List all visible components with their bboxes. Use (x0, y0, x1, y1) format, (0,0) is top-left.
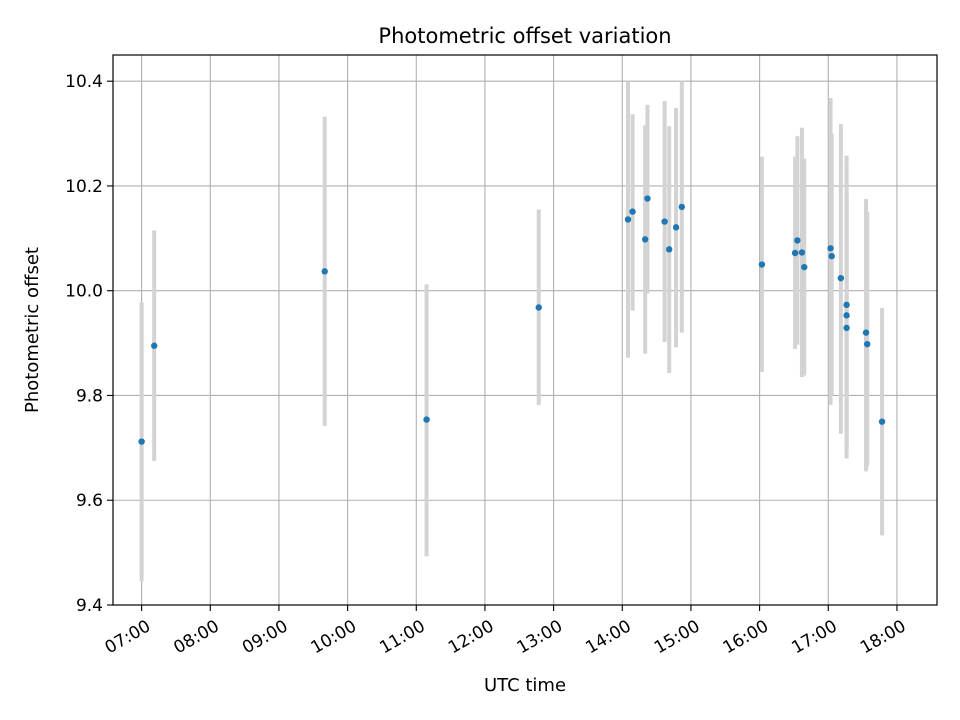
data-points (138, 195, 886, 445)
data-point (629, 208, 636, 215)
data-point (151, 342, 158, 349)
data-point (758, 261, 766, 268)
y-tick-label: 10.4 (65, 72, 103, 92)
data-point (798, 249, 806, 256)
y-tick-label: 9.6 (76, 491, 103, 511)
y-tick-label: 9.8 (76, 386, 103, 406)
y-tick-label: 10.2 (65, 177, 103, 197)
y-tick-label: 9.4 (76, 596, 103, 616)
data-point (837, 274, 845, 282)
data-point (794, 237, 801, 244)
data-point (863, 340, 871, 348)
data-point (641, 236, 649, 243)
data-point (644, 195, 651, 202)
data-point (827, 245, 834, 252)
grid (113, 55, 937, 606)
data-point (624, 216, 632, 223)
x-axis-label: UTC time (484, 675, 566, 696)
data-point (862, 329, 870, 336)
data-point (535, 304, 542, 311)
data-point (801, 263, 808, 271)
data-point (423, 416, 430, 423)
data-point (843, 324, 850, 332)
data-point (791, 249, 799, 257)
y-tick-label: 10.0 (65, 282, 103, 302)
data-point (843, 312, 850, 319)
data-point (666, 246, 673, 253)
chart-title: Photometric offset variation (378, 24, 671, 48)
plot-frame (112, 54, 938, 606)
data-point (661, 218, 668, 225)
data-point (843, 301, 850, 309)
data-point (828, 252, 835, 260)
y-axis: 9.4 9.6 9.8 10.0 10.2 10.4 (65, 72, 113, 616)
data-point (138, 438, 145, 445)
data-point (678, 203, 685, 211)
y-axis-label: Photometric offset (22, 247, 43, 413)
data-point (878, 418, 886, 425)
data-point (672, 224, 680, 231)
data-point (321, 268, 328, 275)
